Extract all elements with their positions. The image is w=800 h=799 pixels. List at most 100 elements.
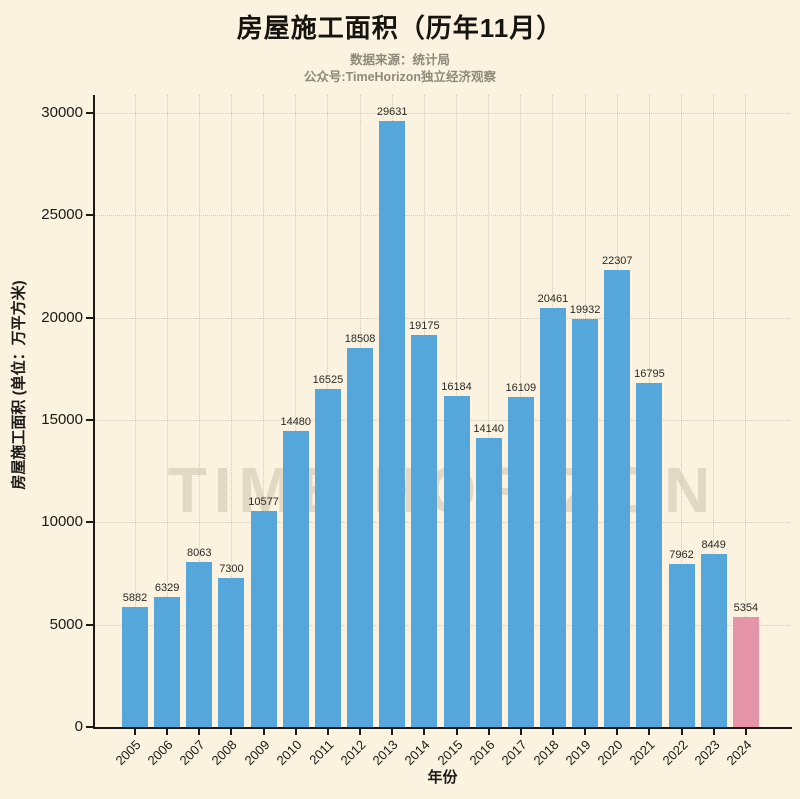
- x-tick-mark: [519, 727, 522, 735]
- x-tick-mark: [423, 727, 426, 735]
- bar-2020: [604, 270, 631, 727]
- bar-value-label: 19932: [569, 304, 601, 317]
- bar-value-label: 16525: [312, 373, 344, 386]
- bar-value-label: 16184: [441, 380, 472, 393]
- x-gridline: [681, 95, 683, 727]
- y-gridline: [95, 113, 790, 114]
- bar-2005: [122, 606, 148, 727]
- x-gridline: [198, 95, 200, 727]
- bar-2017: [507, 397, 534, 727]
- y-gridline: [95, 317, 790, 319]
- bar-2010: [282, 430, 309, 727]
- bar-value-label: 22307: [601, 255, 633, 268]
- y-axis-spine: [93, 95, 95, 729]
- x-gridline: [713, 95, 715, 727]
- bar-2023: [700, 554, 727, 727]
- bar-2014: [411, 334, 438, 727]
- bar-2015: [443, 395, 470, 727]
- bar-2024: [732, 617, 759, 727]
- x-tick-mark: [198, 727, 201, 735]
- x-gridline: [263, 95, 265, 727]
- x-tick-mark: [326, 727, 329, 735]
- bar-value-label: 20461: [537, 293, 569, 306]
- bar-value-label: 8449: [701, 539, 726, 552]
- bar-value-label: 5354: [733, 602, 759, 615]
- bar-value-label: 16109: [505, 382, 537, 395]
- chart-title: 房屋施工面积（历年11月）: [236, 13, 564, 43]
- bar-2007: [186, 561, 213, 727]
- y-tick-label: 30000: [41, 104, 83, 121]
- x-tick-mark: [712, 727, 715, 735]
- y-axis-title: 房屋施工面积 (单位：万平方米): [10, 280, 28, 490]
- x-tick-mark: [359, 727, 362, 735]
- x-gridline: [166, 95, 168, 727]
- bar-value-label: 7962: [669, 549, 694, 562]
- x-gridline: [745, 95, 747, 727]
- watermark-text: TIME HORIZON: [167, 454, 718, 526]
- y-tick-mark: [86, 726, 95, 728]
- bar-2016: [475, 437, 502, 727]
- chart-subtitle: 数据来源：统计局 公众号:TimeHorizon独立经济观察: [0, 52, 800, 86]
- x-gridline: [488, 95, 490, 727]
- x-tick-mark: [391, 727, 394, 735]
- bar-value-label: 14140: [473, 422, 504, 435]
- y-gridline: [95, 624, 790, 626]
- x-tick-mark: [744, 727, 747, 735]
- bar-value-label: 10577: [248, 495, 279, 508]
- x-gridline: [230, 95, 232, 727]
- x-tick-mark: [648, 727, 651, 735]
- x-tick-mark: [487, 727, 490, 735]
- y-tick-label: 10000: [41, 513, 83, 531]
- y-tick-label: 0: [74, 718, 83, 735]
- bar-value-label: 7300: [219, 562, 244, 575]
- y-tick-label: 20000: [41, 308, 83, 326]
- x-axis-spine: [93, 727, 792, 729]
- y-gridline: [95, 215, 790, 217]
- y-gridline: [95, 522, 790, 524]
- y-tick-mark: [86, 316, 95, 319]
- bar-2012: [347, 348, 374, 727]
- y-tick-mark: [86, 623, 95, 626]
- bar-value-label: 14480: [280, 415, 312, 428]
- x-gridline: [134, 95, 136, 727]
- x-tick-mark: [166, 727, 169, 735]
- bar-2011: [314, 388, 341, 727]
- y-tick-label: 5000: [49, 615, 83, 633]
- plot-area: TIME HORIZON 0 5000 10000 15000 20000 25000 30…: [41, 95, 790, 768]
- bar-value-label: 16795: [634, 368, 665, 381]
- bar-2006: [154, 597, 181, 727]
- x-tick-mark: [616, 727, 619, 735]
- bar-value-label: 8063: [187, 546, 212, 559]
- subtitle-account: 公众号:TimeHorizon独立经济观察: [303, 70, 497, 84]
- bar-value-label: 19175: [409, 319, 440, 332]
- y-tick-mark: [86, 112, 95, 114]
- x-tick-mark: [455, 727, 458, 735]
- bar-value-label: 5882: [122, 591, 148, 604]
- bar-2021: [636, 383, 663, 727]
- bar-2018: [539, 308, 566, 727]
- bar-value-label: 29631: [376, 105, 408, 118]
- x-tick-mark: [680, 727, 683, 735]
- x-axis-title: 年份: [427, 769, 458, 786]
- y-tick-label: 25000: [41, 206, 83, 224]
- bar-2019: [572, 319, 599, 727]
- x-tick-mark: [294, 727, 297, 735]
- y-tick-mark: [86, 419, 95, 421]
- bar-value-label: 6329: [154, 582, 180, 595]
- x-tick-mark: [262, 727, 265, 735]
- y-gridline: [95, 420, 790, 421]
- y-tick-mark: [86, 521, 95, 524]
- bar-value-label: 18508: [344, 333, 376, 346]
- x-tick-mark: [230, 727, 233, 735]
- bar-2008: [218, 577, 245, 727]
- x-tick-mark: [551, 727, 554, 735]
- subtitle-source: 数据来源：统计局: [349, 53, 450, 67]
- y-tick-mark: [86, 214, 95, 217]
- x-tick-mark: [134, 727, 136, 735]
- bar-2013: [379, 120, 406, 727]
- x-gridline: [295, 95, 297, 727]
- bar-2022: [668, 564, 695, 727]
- bar-2009: [250, 510, 277, 727]
- x-tick-mark: [584, 727, 587, 735]
